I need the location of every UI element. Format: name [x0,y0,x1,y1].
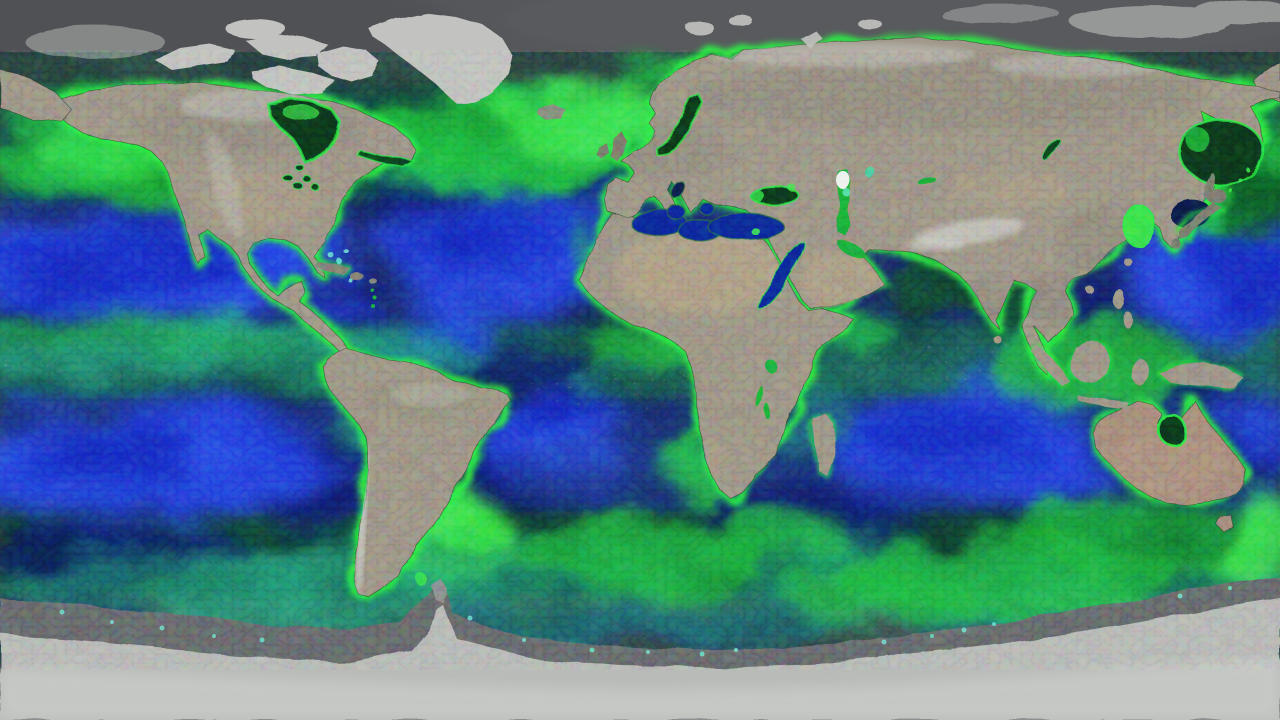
ellesmere-island [225,18,285,38]
sensor-grain-overlay [0,50,1280,670]
novaya-zemlya [800,30,822,48]
antarctic-interior-ice [0,658,1280,720]
east-siberian-sea-ice-clouds [940,0,1280,38]
svalbard-and-russian-arctic-islands [686,16,882,48]
